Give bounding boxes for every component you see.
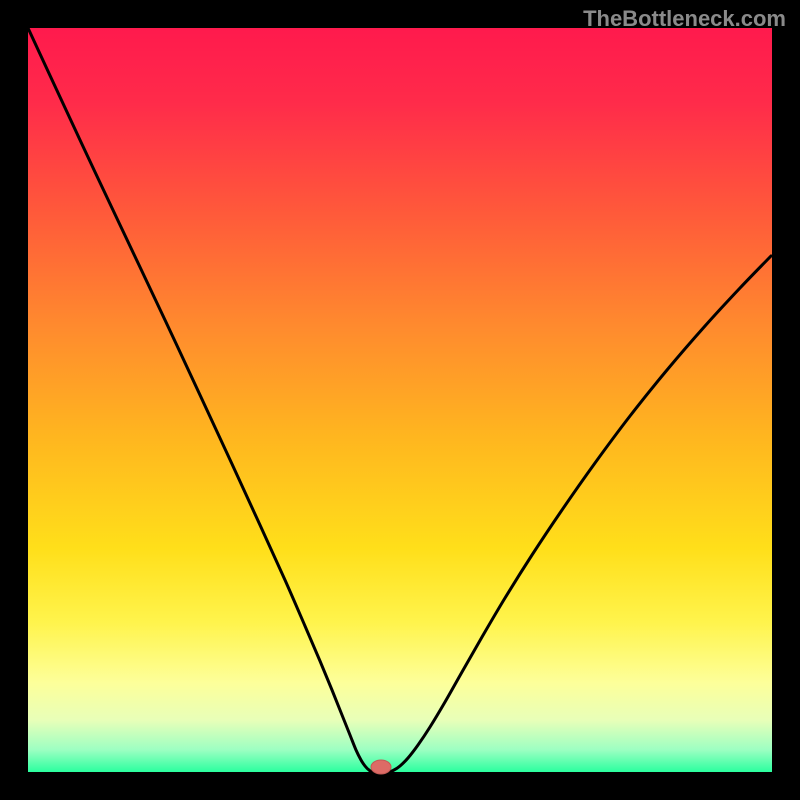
chart-svg: [0, 0, 800, 800]
optimum-marker: [371, 760, 391, 774]
chart-frame: TheBottleneck.com: [0, 0, 800, 800]
plot-background: [28, 28, 772, 772]
watermark-text: TheBottleneck.com: [583, 6, 786, 32]
